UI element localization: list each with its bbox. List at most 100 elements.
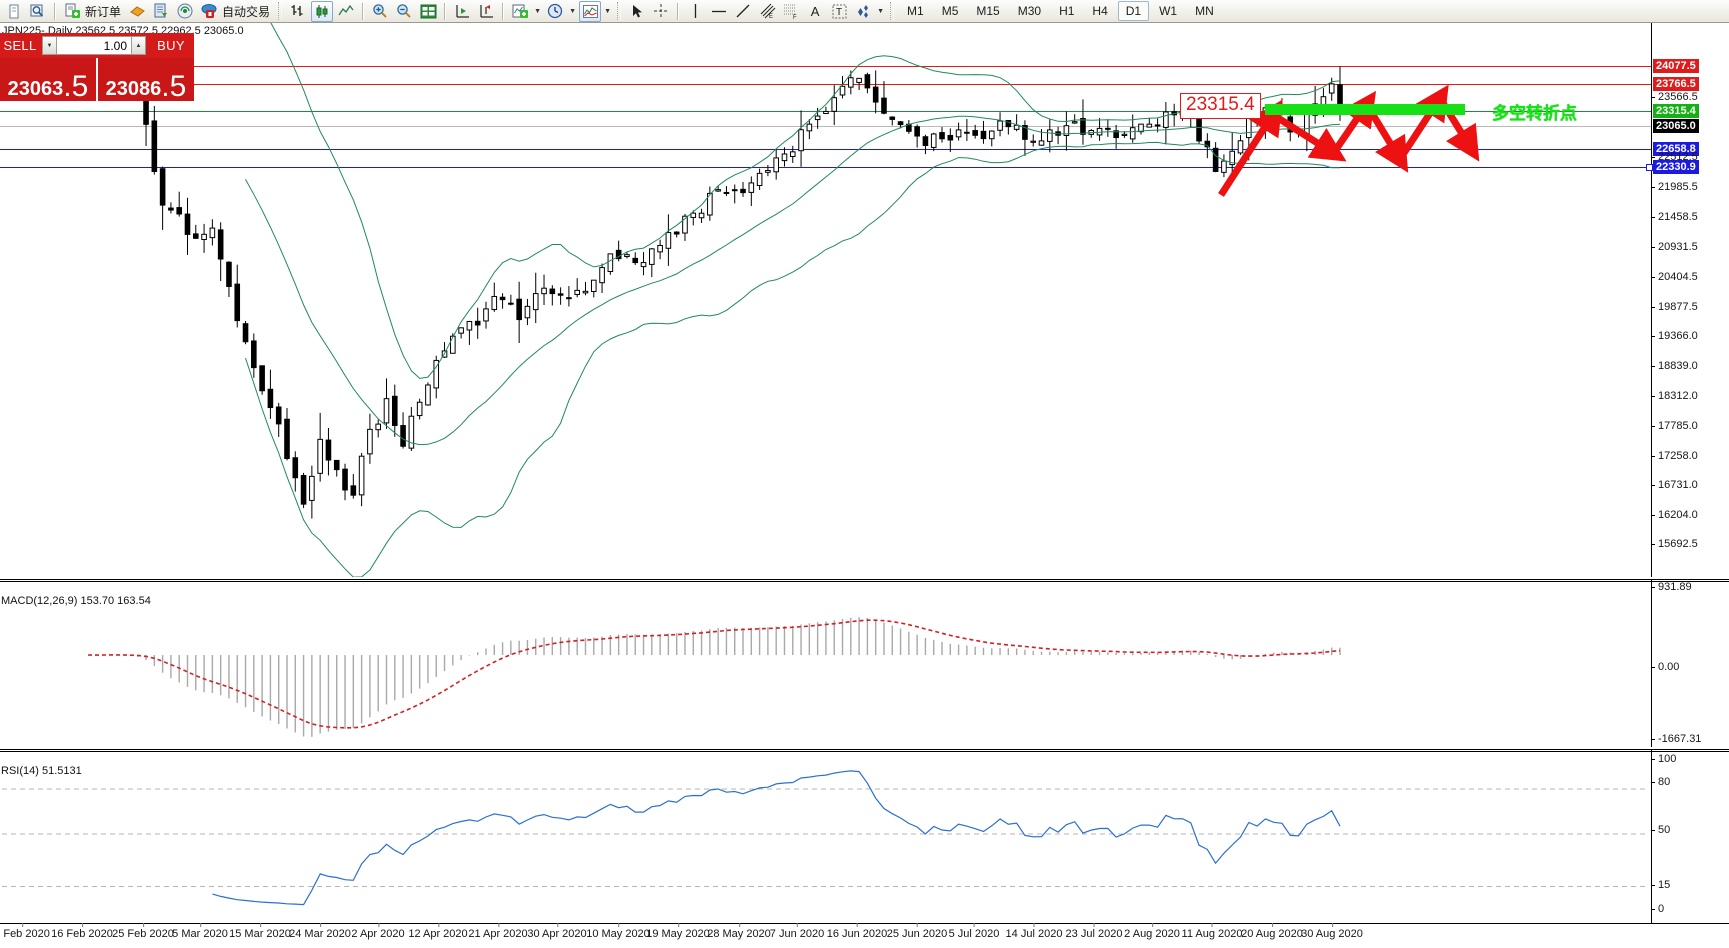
- date-axis-tick: 5 Feb 2020: [0, 923, 50, 940]
- timeframe-w1-button[interactable]: W1: [1159, 4, 1178, 18]
- chart-container[interactable]: 23315.4 多空转折点 JPN225-,Daily 23562.5 2357…: [0, 23, 1729, 948]
- timeframe-group[interactable]: M1 M5 M15 M30 H1 H4 D1 W1 MN: [898, 1, 1223, 21]
- date-axis-tick-label: 19 May 2020: [646, 928, 710, 940]
- templates-icon[interactable]: [579, 0, 602, 22]
- toolbar-separator-2: [362, 2, 365, 20]
- arrows-icon[interactable]: [852, 1, 874, 22]
- volume-up-icon[interactable]: ▲: [131, 36, 146, 55]
- date-axis-tick: 21 Apr 2020: [468, 923, 528, 940]
- text-box-icon[interactable]: T: [828, 1, 850, 22]
- order-panel-top-row[interactable]: SELL ▼ 1.00 ▲ BUY: [0, 33, 194, 58]
- timeframe-m1-button[interactable]: M1: [907, 4, 924, 18]
- terminal-icon[interactable]: [150, 1, 172, 22]
- rsi-axis-line: [1651, 749, 1652, 923]
- price-tag-annotation: 23315.4: [1180, 93, 1261, 119]
- date-axis-tick: 25 Feb 2020: [112, 923, 174, 940]
- price-axis-tick-label: 21985.5: [1658, 181, 1698, 193]
- tick-mark: [1033, 923, 1035, 927]
- toolbar-grip-3[interactable]: [890, 2, 895, 20]
- macd-pane[interactable]: MACD(12,26,9) 153.70 163.54 931.89 0.00 -1…: [0, 579, 1729, 747]
- horizontal-line-icon[interactable]: [708, 1, 730, 22]
- tick-mark: [1651, 667, 1655, 668]
- volume-stepper[interactable]: ▼ 1.00 ▲: [40, 33, 148, 58]
- period-clock-icon[interactable]: [544, 1, 566, 22]
- toolbar-separator-5: [677, 2, 680, 20]
- orange-diamond-icon[interactable]: [126, 1, 148, 22]
- candlestick-chart-icon[interactable]: [311, 0, 334, 22]
- price-axis-tick-label: 16731.0: [1658, 479, 1698, 491]
- crosshair-icon[interactable]: [650, 1, 672, 22]
- timeframe-m15-button[interactable]: M15: [976, 4, 1000, 18]
- price-level-line: [0, 126, 1651, 127]
- new-order-label[interactable]: 新订单: [85, 4, 122, 19]
- bar-chart-icon[interactable]: [287, 1, 309, 22]
- timeframe-h1-button[interactable]: H1: [1059, 4, 1075, 18]
- line-chart-icon[interactable]: [335, 1, 357, 22]
- date-axis-tick: 14 Jul 2020: [1006, 923, 1062, 940]
- new-order-icon[interactable]: [61, 1, 83, 22]
- tick-mark: [319, 923, 321, 927]
- indicator-axis-tick: 50: [1651, 824, 1670, 836]
- tick-mark: [438, 923, 439, 927]
- arrows-chevron-down-icon[interactable]: ▼: [877, 7, 884, 15]
- add-indicator-icon[interactable]: [509, 1, 531, 22]
- price-axis-tick: 18312.0: [1651, 390, 1698, 402]
- tick-mark: [1651, 782, 1655, 783]
- date-axis-tick: 5 Jul 2020: [949, 923, 999, 940]
- date-axis-tick: 24 Mar 2020: [289, 923, 351, 940]
- price-pane[interactable]: 23315.4 多空转折点 JPN225-,Daily 23562.5 2357…: [0, 23, 1729, 577]
- fibonacci-icon[interactable]: F: [780, 1, 802, 22]
- date-axis-tick-label: 12 Apr 2020: [408, 928, 468, 940]
- price-level-line: [0, 149, 1651, 150]
- shift-end-icon[interactable]: [451, 1, 473, 22]
- main-toolbar[interactable]: 新订单 自动交易 ▼ ▼ ▼: [0, 0, 1729, 23]
- timeframe-h4-button[interactable]: H4: [1092, 4, 1108, 18]
- bollinger-middle-band: [245, 115, 1341, 446]
- timeframe-d1-button[interactable]: D1: [1117, 1, 1150, 21]
- rsi-pane[interactable]: RSI(14) 51.5131 100 80 50 15 0: [0, 749, 1729, 923]
- auto-trading-label[interactable]: 自动交易: [222, 4, 271, 19]
- indicator-axis-tick: 0: [1651, 903, 1664, 915]
- volume-input[interactable]: 1.00: [57, 36, 131, 55]
- templates-chevron-down-icon[interactable]: ▼: [604, 7, 611, 15]
- date-axis-tick-label: 21 Apr 2020: [468, 928, 528, 940]
- timeframe-m5-button[interactable]: M5: [941, 4, 959, 18]
- new-chart-icon[interactable]: [3, 1, 25, 22]
- sell-label[interactable]: SELL: [0, 33, 40, 58]
- buy-label[interactable]: BUY: [148, 33, 194, 58]
- zoom-in-icon[interactable]: [369, 1, 391, 22]
- date-axis-tick-label: 10 May 2020: [586, 928, 650, 940]
- toolbar-grip-2[interactable]: [617, 2, 622, 20]
- vertical-line-icon[interactable]: [684, 1, 706, 22]
- timeframe-m30-button[interactable]: M30: [1017, 4, 1042, 18]
- market-watch-icon[interactable]: [27, 1, 49, 22]
- volume-down-icon[interactable]: ▼: [42, 36, 57, 55]
- auto-trading-icon[interactable]: [198, 1, 220, 22]
- auto-scroll-icon[interactable]: [475, 1, 497, 22]
- svg-text:F: F: [793, 15, 797, 19]
- cursor-icon[interactable]: [626, 1, 648, 22]
- timeframe-mn-button[interactable]: MN: [1195, 4, 1214, 18]
- price-axis-tick-label: 20404.5: [1658, 271, 1698, 283]
- zoom-out-icon[interactable]: [393, 1, 415, 22]
- tick-mark: [1651, 366, 1655, 367]
- buy-button[interactable]: 23086.5: [96, 58, 194, 101]
- sell-button[interactable]: 23063.5: [0, 58, 96, 101]
- order-panel-price-row[interactable]: 23063.5 23086.5: [0, 58, 194, 101]
- macd-axis-line: [1651, 579, 1652, 747]
- period-chevron-down-icon[interactable]: ▼: [569, 7, 576, 15]
- add-indicator-chevron-down-icon[interactable]: ▼: [534, 7, 541, 15]
- text-label-icon[interactable]: A: [810, 3, 820, 19]
- trendline-icon[interactable]: [732, 1, 754, 22]
- buy-price-fraction: .5: [161, 69, 187, 103]
- tick-mark: [22, 923, 23, 927]
- indicator-axis-tick-label: 0.00: [1658, 661, 1680, 673]
- price-level-line: [0, 66, 1651, 67]
- data-window-icon[interactable]: [417, 1, 439, 22]
- signals-icon[interactable]: [174, 1, 196, 22]
- equidistant-channel-icon[interactable]: E: [756, 1, 778, 22]
- date-axis-tick-label: 16 Jun 2020: [826, 928, 888, 940]
- one-click-trading-panel[interactable]: SELL ▼ 1.00 ▲ BUY 23063.5 23086.5: [0, 33, 194, 101]
- toolbar-grip[interactable]: [278, 2, 283, 20]
- date-axis-tick-label: 5 Feb 2020: [0, 928, 50, 940]
